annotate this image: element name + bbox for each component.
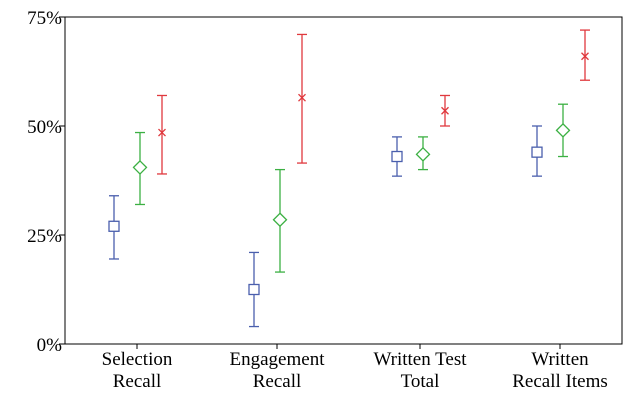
mean-marker-x xyxy=(158,128,166,137)
x-tick-label: Engagement xyxy=(230,349,326,370)
x-stroke xyxy=(158,128,166,137)
x-stroke xyxy=(581,52,589,61)
x-tick-label: Recall xyxy=(253,371,302,392)
mean-marker-diamond xyxy=(415,146,431,162)
axis-labels: 0%25%50%75%SelectionRecallEngagementReca… xyxy=(27,8,608,392)
mean-marker-diamond xyxy=(132,160,148,175)
plot-frame xyxy=(64,16,623,345)
x-tick-label: Recall Items xyxy=(512,371,608,392)
mean-marker-x xyxy=(298,93,306,102)
mean-marker-square xyxy=(391,150,403,163)
mean-marker-diamond xyxy=(555,122,571,138)
mean-marker-square xyxy=(531,146,543,158)
x-tick-label: Recall xyxy=(113,371,162,392)
x-tick-label: Selection xyxy=(102,349,173,370)
x-tick-label: Total xyxy=(401,371,440,392)
y-tick-label: 75% xyxy=(27,8,62,29)
axes xyxy=(59,16,623,349)
mean-marker-x xyxy=(581,52,589,61)
chart-marks xyxy=(108,29,590,328)
mean-marker-square xyxy=(108,220,120,232)
x-stroke xyxy=(441,106,449,115)
y-tick-label: 50% xyxy=(27,117,62,138)
mean-marker-diamond xyxy=(272,212,288,228)
mean-marker-square xyxy=(248,283,260,296)
y-tick-label: 0% xyxy=(37,335,63,356)
mean-marker-x xyxy=(441,106,449,115)
x-tick-label: Written xyxy=(531,349,589,370)
x-tick-label: Written Test xyxy=(373,349,467,370)
x-stroke xyxy=(298,93,306,102)
y-tick-label: 25% xyxy=(27,226,62,247)
